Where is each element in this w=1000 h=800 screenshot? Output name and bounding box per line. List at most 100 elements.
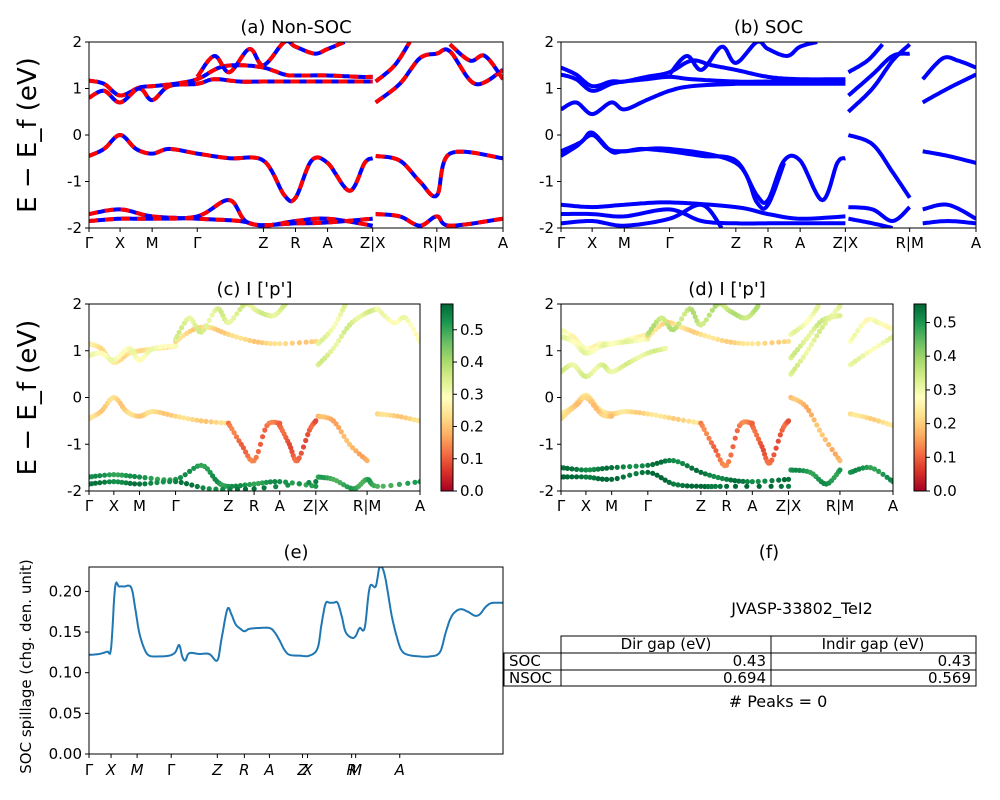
band-point bbox=[203, 323, 209, 329]
band-point bbox=[213, 419, 219, 425]
band-point bbox=[871, 466, 878, 472]
band-point bbox=[686, 418, 692, 424]
band-point bbox=[633, 471, 639, 477]
band-point bbox=[218, 420, 224, 426]
band-point bbox=[272, 479, 278, 485]
band-point bbox=[670, 415, 677, 422]
band-point bbox=[773, 445, 779, 451]
y-tick-label: 2 bbox=[544, 33, 554, 51]
band-point bbox=[657, 413, 664, 419]
band-point bbox=[564, 474, 571, 480]
band-point bbox=[860, 414, 866, 420]
x-tick-label: R bbox=[249, 497, 259, 515]
band-point bbox=[708, 440, 715, 446]
band-point bbox=[849, 336, 855, 342]
band-point bbox=[736, 478, 742, 484]
band-point bbox=[296, 455, 302, 461]
band-point bbox=[123, 480, 129, 486]
band-point bbox=[591, 466, 597, 473]
band-point bbox=[267, 479, 273, 485]
band-point bbox=[338, 429, 344, 435]
band-point bbox=[229, 426, 235, 432]
band-point bbox=[691, 419, 697, 425]
y-tick-label: 0.10 bbox=[49, 664, 82, 682]
band-point bbox=[173, 479, 179, 485]
band-point bbox=[703, 431, 710, 437]
band-point bbox=[785, 338, 792, 344]
x-tick-label: Z bbox=[296, 761, 308, 779]
panel-b-soc: -2 -1 0 1 2 Γ X M Γ Z R A Z|X R|M A (b) SOC bbox=[539, 17, 982, 252]
band-point bbox=[709, 483, 715, 490]
band-line bbox=[561, 81, 846, 117]
band-point bbox=[164, 411, 171, 417]
band-point bbox=[876, 418, 882, 424]
band-point bbox=[142, 481, 148, 487]
band-point bbox=[709, 307, 715, 313]
band-point bbox=[666, 415, 672, 421]
band-point bbox=[754, 432, 760, 438]
band-point bbox=[161, 410, 167, 416]
band-point bbox=[755, 304, 761, 309]
band-point bbox=[237, 483, 243, 489]
band-point bbox=[234, 311, 240, 317]
cell-soc-indir: 0.43 bbox=[938, 652, 971, 670]
band-point bbox=[233, 334, 240, 340]
band-point bbox=[689, 483, 695, 489]
band-point bbox=[837, 458, 843, 464]
band-point bbox=[732, 435, 738, 441]
band-point bbox=[591, 475, 597, 481]
band-point bbox=[97, 480, 103, 486]
band-point bbox=[158, 344, 164, 350]
band-point bbox=[680, 482, 686, 489]
band-point bbox=[102, 472, 108, 478]
band-point bbox=[296, 481, 302, 487]
band-point bbox=[313, 479, 319, 485]
band-point bbox=[633, 409, 639, 415]
band-point bbox=[336, 424, 342, 431]
band-point bbox=[822, 437, 828, 443]
band-point bbox=[609, 476, 615, 482]
y-axis-label: E − E_f (eV) bbox=[13, 320, 43, 476]
band-point bbox=[127, 473, 133, 479]
band-point bbox=[261, 485, 267, 491]
band-point bbox=[119, 472, 125, 478]
band-point bbox=[259, 480, 265, 486]
band-point bbox=[282, 304, 288, 307]
band-point bbox=[771, 452, 777, 458]
colorbar-tick-label: 0.0 bbox=[460, 482, 484, 500]
band-point bbox=[136, 481, 143, 487]
band-point bbox=[755, 478, 761, 485]
band-point bbox=[776, 339, 782, 345]
plot-area-d bbox=[561, 304, 893, 490]
band-point bbox=[289, 449, 295, 455]
band-point bbox=[233, 434, 240, 440]
band-point bbox=[867, 348, 874, 354]
band-point bbox=[111, 472, 117, 478]
band-line-spin-down bbox=[195, 42, 346, 79]
band-point bbox=[724, 338, 730, 344]
y-tick-label: 1 bbox=[544, 342, 554, 360]
band-point bbox=[867, 465, 874, 471]
band-point bbox=[654, 472, 660, 478]
x-tick-label: Γ bbox=[644, 497, 653, 515]
band-point bbox=[713, 448, 719, 454]
band-point bbox=[227, 486, 233, 491]
band-point bbox=[194, 483, 200, 490]
band-point bbox=[796, 467, 803, 473]
band-point bbox=[776, 477, 782, 483]
band-point bbox=[692, 314, 698, 320]
band-point bbox=[755, 436, 762, 442]
x-tick-label: A bbox=[888, 497, 899, 515]
y-tick-label: -1 bbox=[67, 435, 82, 453]
band-point bbox=[229, 333, 235, 339]
band-point bbox=[670, 458, 677, 464]
x-tick-label: Z|X bbox=[776, 497, 802, 515]
band-point bbox=[251, 481, 257, 487]
band-point bbox=[769, 340, 775, 346]
band-point bbox=[247, 337, 253, 344]
band-point bbox=[711, 473, 717, 479]
band-point bbox=[639, 463, 645, 469]
band-point bbox=[760, 447, 767, 453]
cell-soc-dir: 0.43 bbox=[733, 652, 766, 670]
